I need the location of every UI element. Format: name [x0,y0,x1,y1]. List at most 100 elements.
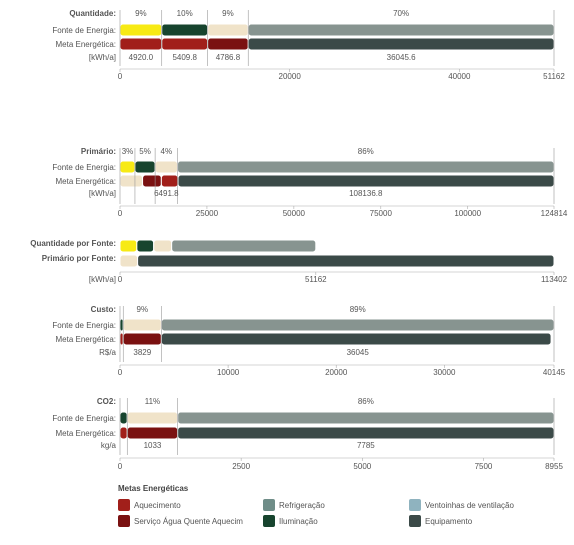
value-label: 36045 [347,348,370,357]
value-label: 6491.8 [154,189,179,198]
bar-segment [119,411,128,425]
bar-segment [247,23,555,37]
bar-segment [126,426,179,440]
legend-swatch [118,515,130,527]
percent-label: 86% [358,147,374,156]
bar-segment [177,411,555,425]
tick-label: 124814 [541,209,568,218]
bar-segment [207,37,249,51]
tick-label: 30000 [433,368,456,377]
tick-label: 75000 [370,209,393,218]
tick-label: 50000 [283,209,306,218]
bar-segment [247,37,555,51]
row-label: Fonte de Energia: [52,26,116,35]
bar-segment [136,239,155,253]
chart-title: Custo: [91,305,116,314]
bar-segment [119,23,163,37]
legend-title: Metas Energéticas [118,484,189,493]
unit-label: [kWh/a] [89,275,116,284]
tick-label: 0 [118,72,123,81]
legend-swatch [409,515,421,527]
percent-label: 10% [177,9,193,18]
bar-segment [122,318,162,332]
bar-segment [160,174,179,188]
value-label: 36045.6 [387,53,416,62]
bar-segment [161,23,209,37]
unit-label: [kWh/a] [89,189,116,198]
legend-label: Equipamento [425,516,473,526]
percent-label: 89% [350,305,366,314]
row-label: Meta Energética: [56,177,116,186]
value-label: 4786.8 [216,53,241,62]
bar-segment [160,318,555,332]
legend-swatch [118,499,130,511]
row-label: Primário por Fonte: [42,254,116,263]
legend-item-refrigeracao: Refrigeração [263,499,325,511]
bar-segment [161,37,209,51]
tick-label: 5000 [353,462,371,471]
bar-segment [119,174,144,188]
bar-segment [142,174,162,188]
row-label: Meta Energética: [56,40,116,49]
percent-label: 9% [222,9,234,18]
bar-segment [119,254,139,268]
unit-label: [kWh/a] [89,53,116,62]
charts-svg: Quantidade: Fonte de Energia: Meta Energét… [30,9,568,471]
legend-swatch [409,499,421,511]
value-label: 4920.0 [129,53,154,62]
tick-label: 10000 [217,368,240,377]
percent-label: 9% [135,9,147,18]
legend-label: Aquecimento [134,500,181,510]
tick-label: 8955 [545,462,563,471]
tick-label: 20000 [279,72,302,81]
bar-segment [177,426,555,440]
row-label: Fonte de Energia: [52,414,116,423]
row-label: Fonte de Energia: [52,321,116,330]
tick-label: 2500 [232,462,250,471]
percent-label: 5% [139,147,151,156]
bar-segment [134,160,156,174]
tick-label: 51162 [305,275,327,284]
unit-label: R$/a [99,348,116,357]
tick-label: 0 [118,368,123,377]
legend-swatch [263,499,275,511]
percent-label: 9% [137,305,149,314]
percent-label: 11% [145,397,160,406]
value-label: 7785 [357,441,375,450]
bar-segment [160,332,552,346]
legend: Metas Energéticas Aquecimento Refrigeraç… [118,484,568,544]
row-label: Meta Energética: [56,429,116,438]
tick-label: 0 [118,462,123,471]
value-label: 5409.8 [172,53,197,62]
value-label: 108136.8 [349,189,383,198]
tick-label: 20000 [325,368,348,377]
chart-title: Primário: [81,147,116,156]
legend-label: Serviço Água Quente Aquecim [134,516,243,526]
bar-segment [171,239,317,253]
legend-item-agua-quente: Serviço Água Quente Aquecim [118,515,243,527]
tick-label: 25000 [196,209,219,218]
tick-label: 100000 [454,209,481,218]
bar-segment [154,160,179,174]
bar-segment [207,23,249,37]
tick-label: 40000 [448,72,471,81]
chart-title: CO2: [97,397,116,406]
percent-label: 4% [161,147,173,156]
bar-segment [177,174,555,188]
bar-segment [153,239,173,253]
legend-label: Refrigeração [279,500,325,510]
value-label: 1033 [144,441,162,450]
value-label: 3829 [133,348,151,357]
row-label: Meta Energética: [56,335,116,344]
percent-label: 3% [122,147,134,156]
unit-label: kg/a [101,441,117,450]
legend-label: Iluminação [279,516,318,526]
legend-item-iluminacao: Iluminação [263,515,318,527]
bar-segment [177,160,555,174]
bar-segment [119,239,138,253]
tick-label: 40145 [543,368,566,377]
legend-swatch [263,515,275,527]
bar-segment [119,426,128,440]
row-label: Fonte de Energia: [52,163,116,172]
